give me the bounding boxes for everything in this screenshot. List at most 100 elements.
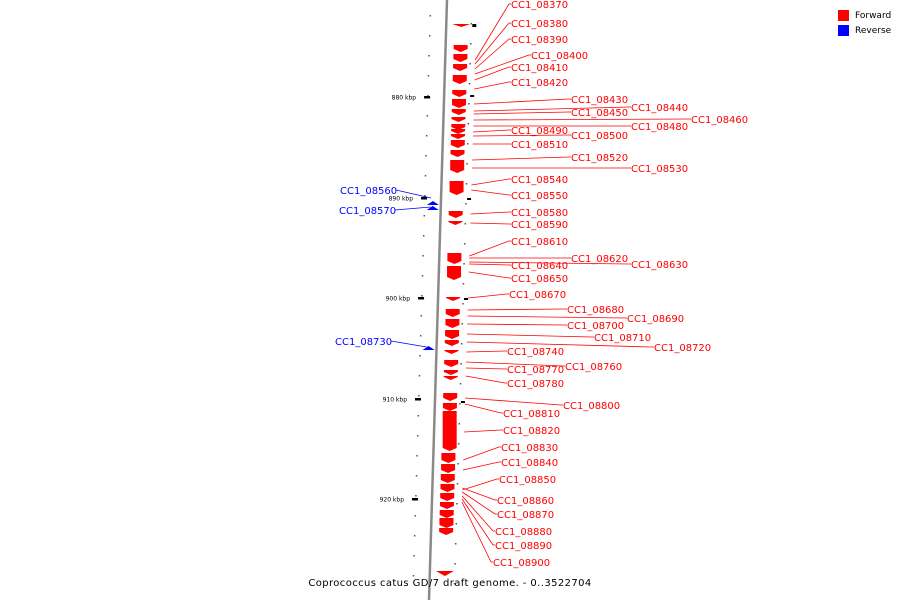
minor-tick	[466, 163, 468, 165]
forward-gene-block	[439, 518, 454, 528]
gene-label: CC1_08430	[571, 95, 628, 106]
minor-tick	[460, 343, 463, 345]
gene-leader-line	[467, 323, 566, 326]
minor-tick	[413, 535, 416, 537]
minor-tick	[465, 203, 467, 205]
gene-leader-line	[474, 81, 510, 90]
forward-gene-block	[443, 393, 458, 401]
feature-marker	[460, 401, 465, 403]
gene-leader-line	[462, 478, 498, 491]
gene-label: CC1_08840	[501, 458, 558, 469]
legend-label-reverse: Reverse	[855, 25, 892, 36]
gene-leader-line	[461, 501, 492, 563]
gene-label: CC1_08400	[531, 51, 588, 62]
gene-label: CC1_08870	[497, 510, 554, 521]
gene-label: CC1_08710	[594, 333, 651, 344]
gene-label: CC1_08410	[511, 63, 568, 74]
forward-swatch-icon	[838, 10, 849, 21]
forward-gene-block	[453, 64, 468, 71]
minor-tick	[415, 495, 417, 497]
gene-label: CC1_08670	[509, 290, 566, 301]
gene-label: CC1_08740	[507, 347, 564, 358]
gene-label: CC1_08700	[567, 321, 624, 332]
minor-tick	[455, 523, 458, 525]
feature-marker	[470, 95, 475, 97]
forward-gene-block	[444, 350, 459, 354]
gene-leader-line	[469, 240, 510, 257]
minor-tick	[429, 15, 432, 17]
forward-gene-block	[451, 109, 466, 115]
gene-label: CC1_08490	[511, 126, 568, 137]
minor-tick	[469, 63, 471, 65]
gene-label: CC1_08440	[631, 103, 688, 114]
forward-gene-block	[450, 134, 465, 139]
forward-gene-block	[446, 297, 461, 301]
minor-tick	[413, 555, 415, 557]
minor-tick	[427, 75, 430, 77]
forward-gene-block	[440, 493, 455, 501]
gene-leader-line	[472, 134, 570, 137]
scale-tick	[424, 96, 431, 99]
minor-tick	[421, 275, 424, 277]
scale-label: 880 kbp	[392, 95, 417, 102]
minor-tick	[461, 323, 464, 325]
gene-leader-line	[466, 361, 564, 367]
forward-gene-block	[452, 90, 467, 97]
gene-label: CC1_08900	[493, 558, 550, 569]
forward-gene-block	[452, 75, 467, 84]
minor-tick	[428, 55, 430, 57]
minor-tick	[459, 383, 462, 385]
minor-tick	[422, 255, 424, 257]
forward-gene-block	[445, 309, 460, 317]
reverse-gene-arrow	[426, 201, 439, 205]
minor-tick	[454, 543, 457, 545]
minor-tick	[456, 503, 458, 505]
minor-tick	[427, 95, 429, 97]
gene-leader-line	[394, 206, 431, 211]
gene-label: CC1_08390	[511, 35, 568, 46]
gene-leader-line	[474, 54, 530, 75]
minor-tick	[417, 415, 420, 417]
gene-label: CC1_08730	[335, 337, 392, 348]
gene-label: CC1_08590	[511, 220, 568, 231]
minor-tick	[462, 283, 465, 285]
gene-label: CC1_08620	[571, 254, 628, 265]
forward-gene-block	[451, 117, 466, 122]
legend-label-forward: Forward	[855, 10, 892, 21]
minor-tick	[466, 143, 469, 145]
gene-label: CC1_08760	[565, 362, 622, 373]
gene-leader-line	[469, 261, 630, 265]
forward-gene-block	[439, 528, 454, 535]
gene-leader-line	[390, 340, 427, 348]
forward-gene-block	[439, 502, 454, 509]
gene-label: CC1_08770	[507, 365, 564, 376]
forward-gene-block	[452, 99, 467, 108]
forward-gene-block	[447, 253, 462, 264]
gene-label: CC1_08530	[631, 164, 688, 175]
feature-marker	[464, 298, 469, 300]
forward-gene-block	[451, 129, 466, 134]
minor-tick	[414, 515, 417, 517]
gene-label: CC1_08720	[654, 343, 711, 354]
gene-leader-line	[468, 293, 508, 299]
scale-label: 900 kbp	[386, 296, 411, 303]
minor-tick	[463, 243, 466, 245]
gene-leader-line	[473, 106, 630, 112]
minor-tick	[418, 395, 420, 397]
gene-label: CC1_08380	[511, 19, 568, 30]
gene-leader-line	[473, 98, 570, 105]
gene-label: CC1_08570	[339, 206, 396, 217]
minor-tick	[425, 135, 428, 137]
gene-leader-line	[470, 211, 510, 215]
gene-leader-line	[473, 129, 510, 133]
minor-tick	[428, 35, 431, 37]
forward-gene-block	[444, 360, 459, 367]
gene-leader-line	[472, 156, 570, 161]
forward-gene-block	[450, 150, 465, 157]
minor-tick	[420, 315, 423, 317]
forward-gene-arrow	[452, 24, 471, 27]
minor-tick	[425, 155, 427, 157]
gene-leader-line	[466, 333, 593, 338]
scale-tick	[418, 297, 425, 300]
gene-label: CC1_08610	[511, 237, 568, 248]
